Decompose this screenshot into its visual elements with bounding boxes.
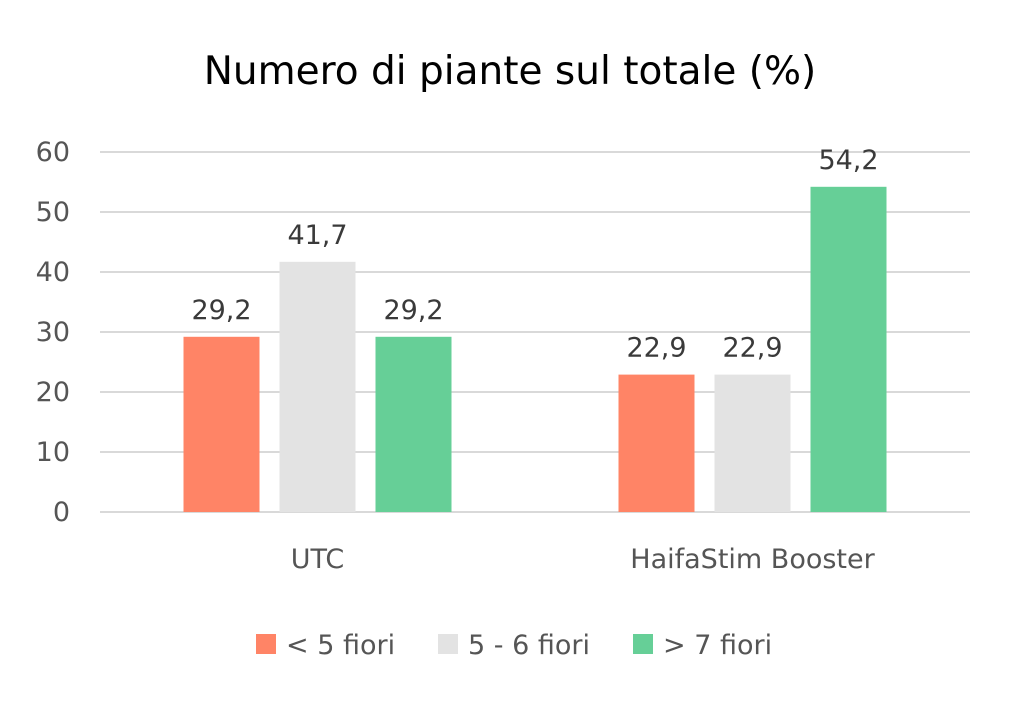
bar [183,336,260,512]
bar [279,261,356,512]
legend-label: < 5 fiori [286,630,395,661]
bar [714,374,791,512]
y-tick-label: 50 [36,197,70,228]
y-tick-label: 30 [36,317,70,348]
legend-swatch [438,634,458,654]
y-tick-label: 60 [36,137,70,168]
y-tick-label: 40 [36,257,70,288]
x-axis-categories: UTC HaifaStim Booster [291,544,876,575]
bar [618,374,695,512]
data-label: 29,2 [191,295,251,326]
data-labels-layer: 29,2 41,7 29,2 22,9 22,9 54,2 [191,145,878,364]
data-label: 22,9 [722,333,782,364]
bar [810,186,887,513]
bars-layer [183,186,887,513]
y-tick-label: 10 [36,437,70,468]
data-label: 29,2 [383,295,443,326]
data-label: 54,2 [818,145,878,176]
legend-label: 5 - 6 fiori [468,630,590,661]
legend-swatch [256,634,276,654]
y-tick-label: 0 [53,497,70,528]
legend-label: > 7 fiori [663,630,772,661]
data-label: 22,9 [626,333,686,364]
x-category-label: UTC [291,544,345,575]
y-tick-label: 20 [36,377,70,408]
data-label: 41,7 [287,220,347,251]
legend: < 5 fiori 5 - 6 fiori > 7 fiori [256,630,772,661]
x-category-label: HaifaStim Booster [630,544,875,575]
legend-swatch [633,634,653,654]
bar [375,336,452,512]
y-axis-ticks: 0 10 20 30 40 50 60 [36,137,70,528]
chart-title: Numero di piante sul totale (%) [204,49,817,94]
